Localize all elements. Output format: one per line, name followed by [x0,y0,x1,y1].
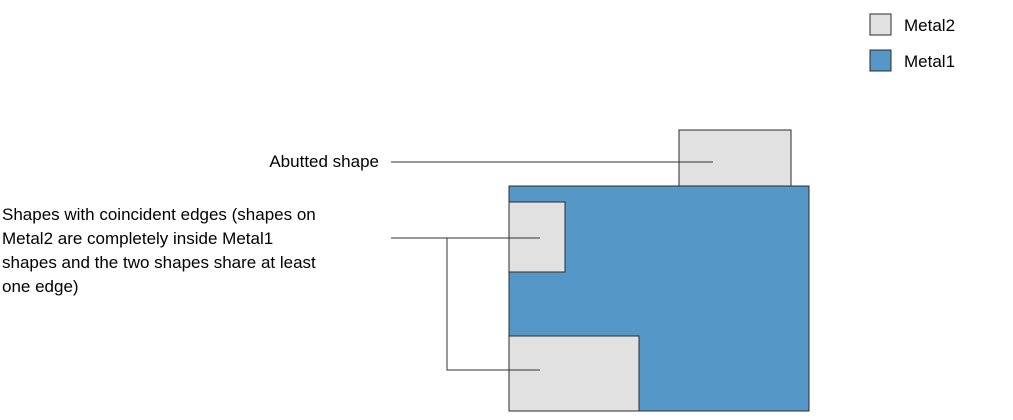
metal2-coincident-shape-top [508,201,566,273]
coincident-leader-lines [391,237,540,371]
metal2-abutted-shape [678,129,792,187]
legend-swatch-metal2 [869,13,892,36]
metal2-coincident-shape-bottom [508,335,640,412]
coincident-leader-bottom [446,238,540,371]
coincident-edges-label-line-2: Metal2 are completely inside Metal1 [2,229,273,248]
coincident-edges-label: Shapes with coincident edges (shapes on … [2,205,321,296]
coincident-edges-label-line-4: one edge) [2,277,79,296]
legend-label-metal2: Metal2 [904,16,955,35]
legend-swatch-metal1 [869,49,892,72]
coincident-edges-label-line-3: shapes and the two shapes share at least [2,253,316,272]
legend-label-metal1: Metal1 [904,52,955,71]
legend: Metal2 Metal1 [869,13,955,72]
coincident-edges-label-line-1: Shapes with coincident edges (shapes on [2,205,316,224]
abutted-shape-label: Abutted shape [269,152,379,171]
